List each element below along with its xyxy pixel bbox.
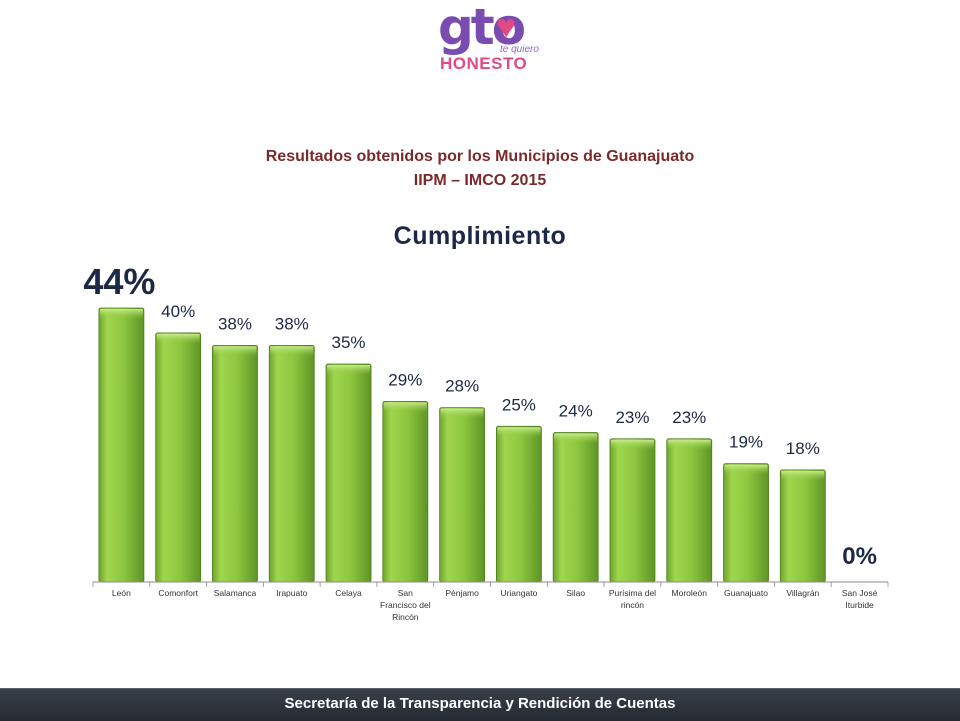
bar-highlight-4 (327, 365, 371, 376)
tick-label-8: Silao (566, 588, 585, 598)
tick-label-2: Salamanca (214, 588, 257, 598)
heart-icon: ♥ (496, 8, 517, 46)
data-label-0: 44% (83, 261, 155, 302)
tick-label-7: Uriangato (500, 588, 537, 598)
bar-1 (155, 332, 202, 583)
data-label-6: 28% (445, 377, 479, 396)
data-label-5: 29% (388, 370, 422, 389)
tick-label-6: Pénjamo (445, 588, 479, 598)
bar-highlight-9 (610, 439, 654, 450)
bar-highlight-2 (213, 346, 257, 357)
bar-2 (212, 344, 258, 583)
chart-heading: Resultados obtenidos por los Municipios … (0, 145, 960, 193)
bar-highlight-12 (781, 470, 825, 481)
bar-highlight-1 (156, 333, 200, 344)
bar-12 (779, 469, 826, 583)
chart-title: Cumplimiento (393, 222, 567, 250)
bar-4 (325, 363, 372, 583)
data-label-13: 0% (842, 543, 877, 570)
bar-0 (98, 307, 145, 583)
bar-highlight-6 (440, 408, 484, 419)
bar-highlight-5 (383, 402, 427, 413)
bar-10 (666, 438, 713, 583)
tick-label-10: Moroleón (672, 588, 708, 598)
data-label-2: 38% (218, 314, 252, 333)
tick-label-11: Guanajuato (724, 588, 768, 598)
chart-heading-line1: Resultados obtenidos por los Municipios … (265, 148, 695, 165)
bar-9 (609, 438, 656, 583)
bar-chart: León Comonfort Salamanca Irapuato Celaya San F… (83, 261, 889, 622)
bar-8 (552, 432, 599, 583)
tick-label-5-1: Francisco del (380, 600, 431, 610)
bar-5 (382, 401, 429, 583)
tick-label-9-0: Purísima del (609, 588, 656, 598)
tick-label-13-0: San José (842, 588, 878, 598)
bar-highlight-10 (667, 439, 711, 450)
footer-text: Secretaría de la Transparencia y Rendici… (284, 695, 676, 712)
tick-label-5-2: Rincón (392, 612, 419, 622)
logo-brand: gto (438, 0, 526, 56)
bar-highlight-7 (497, 427, 541, 438)
bar-highlight-8 (554, 433, 598, 444)
data-label-4: 35% (332, 333, 366, 352)
data-label-8: 24% (559, 402, 593, 421)
logo-name: HONESTO (440, 54, 528, 73)
bar-7 (495, 425, 542, 583)
data-label-3: 38% (275, 314, 309, 333)
tick-label-0: León (112, 588, 131, 598)
bar-highlight-0 (99, 309, 143, 319)
gto-logo: gto te quiero HONESTO ♥ (438, 0, 542, 76)
bar-11 (723, 463, 769, 583)
footer-bar: Secretaría de la Transparencia y Rendici… (0, 688, 960, 721)
data-label-12: 18% (786, 439, 820, 458)
tick-label-12: Villagrán (786, 588, 819, 598)
tick-label-9-1: rincón (621, 600, 644, 610)
data-label-7: 25% (502, 395, 536, 414)
data-label-11: 19% (729, 433, 763, 452)
bar-highlight-11 (724, 464, 768, 475)
tick-label-5-0: San (398, 588, 413, 598)
data-label-1: 40% (161, 302, 195, 321)
bar-6 (439, 407, 486, 583)
data-label-9: 23% (615, 408, 649, 427)
tick-label-13-1: Iturbide (845, 600, 874, 610)
tick-label-3: Irapuato (276, 588, 307, 598)
tick-label-1: Comonfort (158, 588, 198, 598)
logo-tagline: te quiero (500, 44, 539, 55)
bar-3 (268, 344, 315, 583)
tick-label-4: Celaya (335, 588, 362, 598)
bar-highlight-3 (270, 346, 314, 357)
data-label-10: 23% (672, 408, 706, 427)
chart-heading-line2: IIPM – IMCO 2015 (413, 172, 547, 189)
